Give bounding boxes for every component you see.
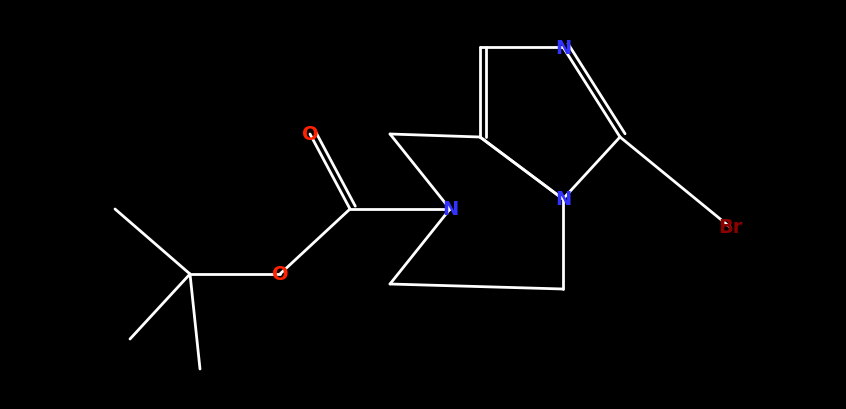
Text: O: O (302, 125, 318, 144)
Text: O: O (272, 265, 288, 284)
Text: N: N (555, 38, 571, 57)
Text: N: N (442, 200, 459, 219)
Text: N: N (555, 190, 571, 209)
Text: Br: Br (717, 218, 742, 237)
